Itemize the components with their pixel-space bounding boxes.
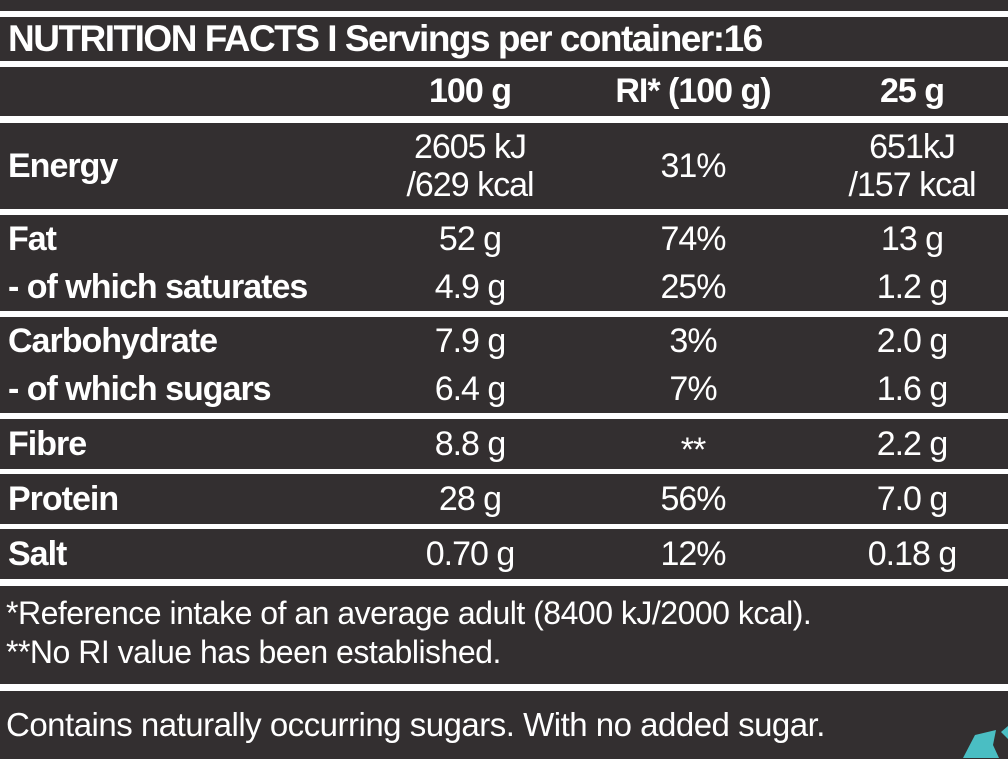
row-label: - of which saturates [8, 267, 308, 306]
divider-under-table [0, 579, 1008, 586]
value-100g: 28 g [438, 479, 502, 518]
column-header-row: 100 g RI* (100 g) 25 g [0, 67, 1008, 116]
value-25g: 7.0 g [876, 479, 949, 518]
divider [0, 209, 1008, 215]
label-title: NUTRITION FACTS I Servings per container… [8, 18, 763, 59]
row-label: Fibre [8, 424, 87, 463]
value-ri: 31% [660, 146, 726, 185]
divider [0, 311, 1008, 317]
divider-under-footnotes [0, 684, 1008, 691]
value-ri: 74% [660, 219, 726, 258]
value-ri: 12% [660, 534, 726, 573]
value-25g: 1.2 g [876, 267, 949, 306]
row-label: Carbohydrate [8, 321, 218, 360]
footnotes: *Reference intake of an average adult (8… [0, 586, 1008, 684]
table-row-fat: Fat 52 g 74% 13 g [0, 215, 1008, 263]
value-100g: 7.9 g [434, 321, 507, 360]
sugar-statement: Contains naturally occurring sugars. Wit… [6, 706, 825, 743]
value-25g: 0.18 g [867, 534, 958, 573]
table-row-protein: Protein 28 g 56% 7.0 g [0, 474, 1008, 524]
divider-under-title [0, 61, 1008, 67]
column-header-ri: RI* (100 g) [615, 72, 771, 111]
value-100g: 6.4 g [434, 369, 507, 408]
row-label: Energy [8, 146, 118, 185]
divider [0, 413, 1008, 419]
table-row-energy: Energy 2605 kJ /629 kcal 31% 651kJ /157 … [0, 123, 1008, 209]
footnote-reference-intake: *Reference intake of an average adult (8… [6, 595, 812, 631]
value-ri: 56% [660, 479, 726, 518]
value-100g: 4.9 g [434, 267, 507, 306]
row-label: Salt [8, 534, 67, 573]
value-100g: 0.70 g [425, 534, 516, 573]
table-row-carbohydrate: Carbohydrate 7.9 g 3% 2.0 g [0, 317, 1008, 365]
footnote-no-ri: **No RI value has been established. [6, 634, 501, 671]
value-25g: 2.0 g [876, 321, 949, 360]
table-row-saturates: - of which saturates 4.9 g 25% 1.2 g [0, 263, 1008, 311]
column-header-25g: 25 g [879, 72, 945, 111]
divider [0, 469, 1008, 474]
value-25g: 2.2 g [876, 424, 949, 463]
value-ri: 7% [669, 369, 717, 408]
table-row-salt: Salt 0.70 g 12% 0.18 g [0, 529, 1008, 579]
row-label: - of which sugars [8, 369, 272, 408]
value-100g: 2605 kJ /629 kcal [406, 127, 534, 204]
value-100g: 52 g [438, 219, 502, 258]
value-ri: 3% [669, 321, 717, 360]
teal-corner-accent-graphic [963, 726, 1008, 758]
table-row-fibre: Fibre 8.8 g ** 2.2 g [0, 419, 1008, 469]
divider-top [0, 11, 1008, 17]
table-row-sugars: - of which sugars 6.4 g 7% 1.6 g [0, 365, 1008, 413]
row-label: Protein [8, 479, 119, 518]
value-ri: 25% [660, 267, 726, 306]
value-25g: 651kJ /157 kcal [848, 127, 976, 204]
row-label: Fat [8, 219, 57, 258]
divider-under-column-headers [0, 116, 1008, 123]
column-header-100g: 100 g [429, 72, 512, 111]
value-ri: ** [680, 430, 706, 469]
value-25g: 13 g [880, 219, 944, 258]
divider [0, 524, 1008, 529]
top-spacer [0, 0, 1008, 11]
value-100g: 8.8 g [434, 424, 507, 463]
value-25g: 1.6 g [876, 369, 949, 408]
